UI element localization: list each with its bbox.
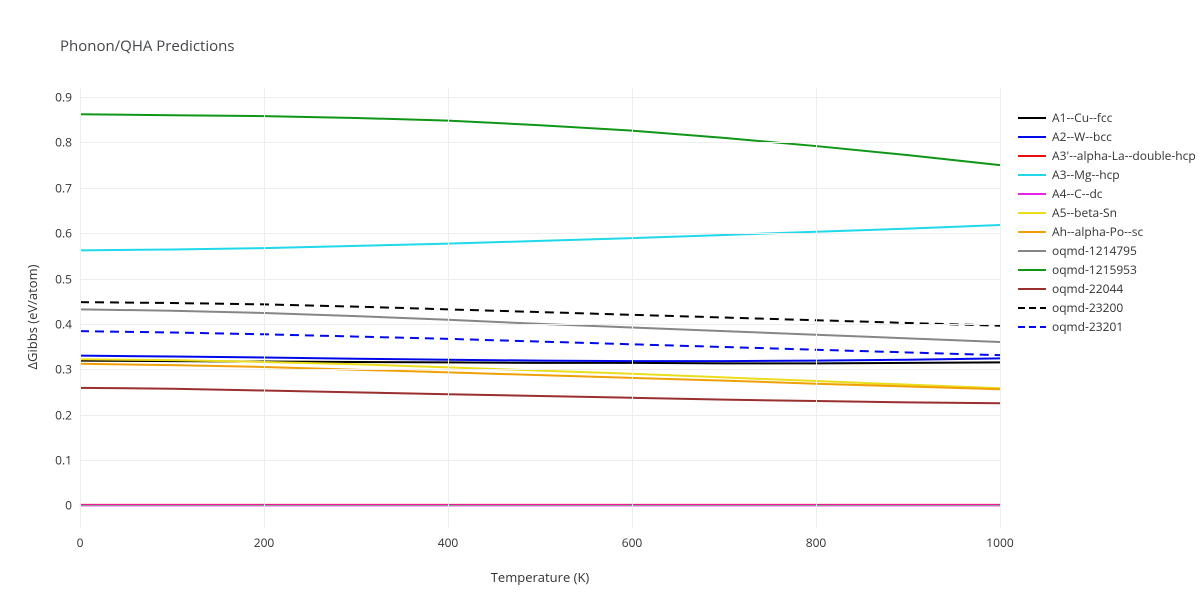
legend-label: oqmd-1215953	[1052, 261, 1137, 278]
series-line[interactable]	[80, 114, 1000, 165]
legend-item[interactable]: A1--Cu--fcc	[1018, 108, 1196, 127]
legend-label: A3'--alpha-La--double-hcp	[1052, 147, 1196, 164]
legend-swatch	[1018, 169, 1046, 181]
legend-item[interactable]: oqmd-22044	[1018, 279, 1196, 298]
legend-label: oqmd-1214795	[1052, 242, 1137, 259]
gridline-h	[80, 415, 1000, 416]
x-tick-label: 1000	[986, 528, 1013, 551]
legend-label: A5--beta-Sn	[1052, 204, 1117, 221]
legend-item[interactable]: A5--beta-Sn	[1018, 203, 1196, 222]
series-line[interactable]	[80, 309, 1000, 342]
legend-item[interactable]: A3--Mg--hcp	[1018, 165, 1196, 184]
gridline-h	[80, 188, 1000, 189]
legend-label: oqmd-22044	[1052, 280, 1123, 297]
legend-item[interactable]: A4--C--dc	[1018, 184, 1196, 203]
x-tick-label: 800	[806, 528, 827, 551]
legend-label: oqmd-23201	[1052, 318, 1123, 335]
y-tick-label: 0.5	[55, 270, 80, 287]
legend-swatch	[1018, 188, 1046, 200]
legend-label: A4--C--dc	[1052, 185, 1103, 202]
zero-line	[80, 505, 1000, 506]
gridline-v	[264, 88, 265, 528]
y-tick-label: 0.7	[55, 179, 80, 196]
x-axis-label: Temperature (K)	[491, 568, 590, 586]
chart-container: Phonon/QHA Predictions 00.10.20.30.40.50…	[0, 0, 1200, 600]
series-line[interactable]	[80, 302, 1000, 326]
y-tick-label: 0.1	[55, 451, 80, 468]
gridline-v	[80, 88, 81, 528]
gridline-h	[80, 233, 1000, 234]
gridline-h	[80, 369, 1000, 370]
series-line[interactable]	[80, 388, 1000, 403]
legend-item[interactable]: A2--W--bcc	[1018, 127, 1196, 146]
legend-swatch	[1018, 207, 1046, 219]
y-tick-label: 0.9	[55, 89, 80, 106]
legend-swatch	[1018, 321, 1046, 333]
y-tick-label: 0.8	[55, 134, 80, 151]
x-tick-label: 600	[622, 528, 643, 551]
legend-swatch	[1018, 264, 1046, 276]
legend-item[interactable]: oqmd-1214795	[1018, 241, 1196, 260]
gridline-v	[816, 88, 817, 528]
x-tick-label: 400	[438, 528, 459, 551]
gridline-h	[80, 324, 1000, 325]
x-tick-label: 0	[77, 528, 84, 551]
chart-title: Phonon/QHA Predictions	[60, 36, 235, 56]
gridline-h	[80, 97, 1000, 98]
legend-swatch	[1018, 131, 1046, 143]
legend-item[interactable]: oqmd-1215953	[1018, 260, 1196, 279]
gridline-h	[80, 279, 1000, 280]
y-tick-label: 0.6	[55, 225, 80, 242]
gridline-v	[632, 88, 633, 528]
gridline-h	[80, 460, 1000, 461]
legend-label: A3--Mg--hcp	[1052, 166, 1120, 183]
gridline-h	[80, 142, 1000, 143]
x-tick-label: 200	[254, 528, 275, 551]
legend-swatch	[1018, 245, 1046, 257]
gridline-v	[448, 88, 449, 528]
y-axis-label: ΔGibbs (eV/atom)	[23, 265, 41, 370]
legend-label: oqmd-23200	[1052, 299, 1123, 316]
line-layer	[80, 88, 1000, 528]
legend-swatch	[1018, 226, 1046, 238]
legend-label: A1--Cu--fcc	[1052, 109, 1112, 126]
y-tick-label: 0	[65, 497, 80, 514]
legend-item[interactable]: oqmd-23201	[1018, 317, 1196, 336]
series-line[interactable]	[80, 225, 1000, 250]
legend-label: Ah--alpha-Po--sc	[1052, 223, 1143, 240]
y-tick-label: 0.2	[55, 406, 80, 423]
legend-item[interactable]: oqmd-23200	[1018, 298, 1196, 317]
legend-label: A2--W--bcc	[1052, 128, 1112, 145]
series-line[interactable]	[80, 364, 1000, 389]
plot-area[interactable]: 00.10.20.30.40.50.60.70.80.9020040060080…	[80, 88, 1000, 528]
legend-item[interactable]: Ah--alpha-Po--sc	[1018, 222, 1196, 241]
series-line[interactable]	[80, 331, 1000, 355]
y-tick-label: 0.4	[55, 315, 80, 332]
legend-swatch	[1018, 112, 1046, 124]
legend: A1--Cu--fcc A2--W--bcc A3'--alpha-La--doub…	[1018, 108, 1196, 336]
gridline-v	[1000, 88, 1001, 528]
legend-item[interactable]: A3'--alpha-La--double-hcp	[1018, 146, 1196, 165]
y-tick-label: 0.3	[55, 361, 80, 378]
legend-swatch	[1018, 150, 1046, 162]
legend-swatch	[1018, 283, 1046, 295]
legend-swatch	[1018, 302, 1046, 314]
